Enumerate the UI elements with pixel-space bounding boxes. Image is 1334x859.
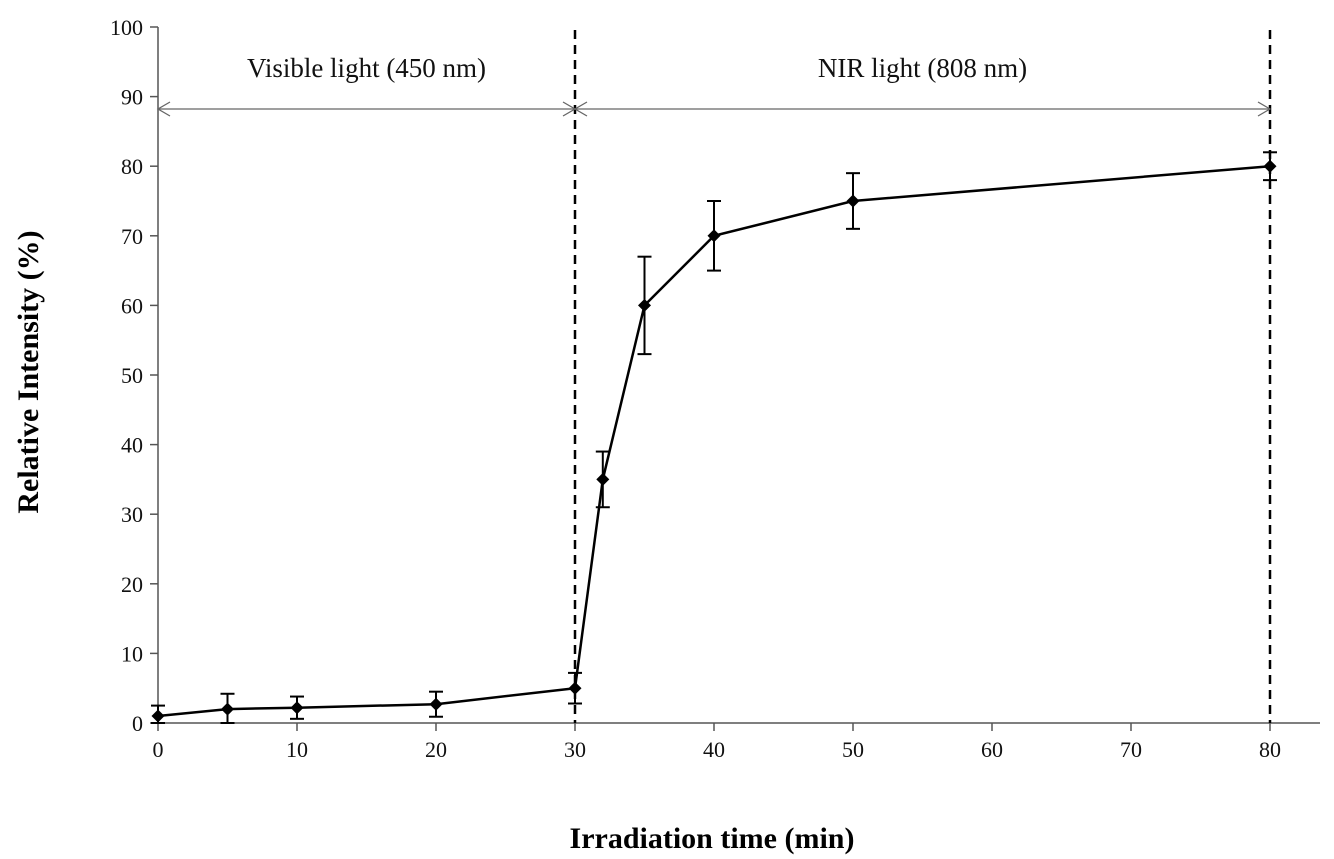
y-tick-label: 50 bbox=[121, 363, 143, 388]
region-label: NIR light (808 nm) bbox=[818, 53, 1027, 83]
data-point bbox=[290, 701, 304, 715]
y-tick-label: 100 bbox=[110, 15, 143, 40]
x-tick-label: 20 bbox=[425, 737, 447, 762]
x-tick-label: 60 bbox=[981, 737, 1003, 762]
y-tick-label: 60 bbox=[121, 293, 143, 318]
y-tick-label: 10 bbox=[121, 641, 143, 666]
data-point bbox=[568, 681, 582, 695]
data-point bbox=[846, 194, 860, 208]
x-ticks: 0 10 20 30 40 50 60 70 80 bbox=[153, 723, 1281, 762]
y-tick-label: 70 bbox=[121, 224, 143, 249]
series bbox=[157, 164, 1271, 718]
region-annotations: Visible light (450 nm) NIR light (808 nm) bbox=[156, 53, 1272, 117]
x-tick-label: 50 bbox=[842, 737, 864, 762]
x-tick-label: 30 bbox=[564, 737, 586, 762]
data-point bbox=[596, 472, 610, 486]
x-tick-label: 0 bbox=[153, 737, 164, 762]
region-label: Visible light (450 nm) bbox=[247, 53, 486, 83]
y-ticks: 0 10 20 30 40 50 60 70 80 90 100 bbox=[110, 15, 158, 736]
x-tick-label: 40 bbox=[703, 737, 725, 762]
x-tick-label: 70 bbox=[1120, 737, 1142, 762]
data-point bbox=[1263, 159, 1277, 173]
region-arrow-head-right bbox=[1257, 101, 1272, 117]
data-point bbox=[151, 709, 165, 723]
y-tick-label: 0 bbox=[132, 711, 143, 736]
region-arrow-head-left bbox=[156, 101, 171, 117]
y-axis-title: Relative Intensity (%) bbox=[12, 230, 45, 513]
data-point bbox=[707, 229, 721, 243]
series-line bbox=[157, 164, 1271, 718]
data-point bbox=[638, 298, 651, 312]
y-tick-label: 20 bbox=[121, 572, 143, 597]
y-tick-label: 90 bbox=[121, 85, 143, 110]
x-axis-title: Irradiation time (min) bbox=[570, 822, 855, 855]
markers bbox=[151, 159, 1277, 723]
x-tick-label: 10 bbox=[286, 737, 308, 762]
y-tick-label: 80 bbox=[121, 154, 143, 179]
y-tick-label: 40 bbox=[121, 433, 143, 458]
y-tick-label: 30 bbox=[121, 502, 143, 527]
data-point bbox=[221, 702, 234, 716]
data-point bbox=[429, 697, 443, 711]
region-arrow-head-left bbox=[573, 101, 588, 117]
axes bbox=[157, 27, 1320, 724]
x-tick-label: 80 bbox=[1259, 737, 1281, 762]
boundary-lines bbox=[573, 30, 1272, 723]
